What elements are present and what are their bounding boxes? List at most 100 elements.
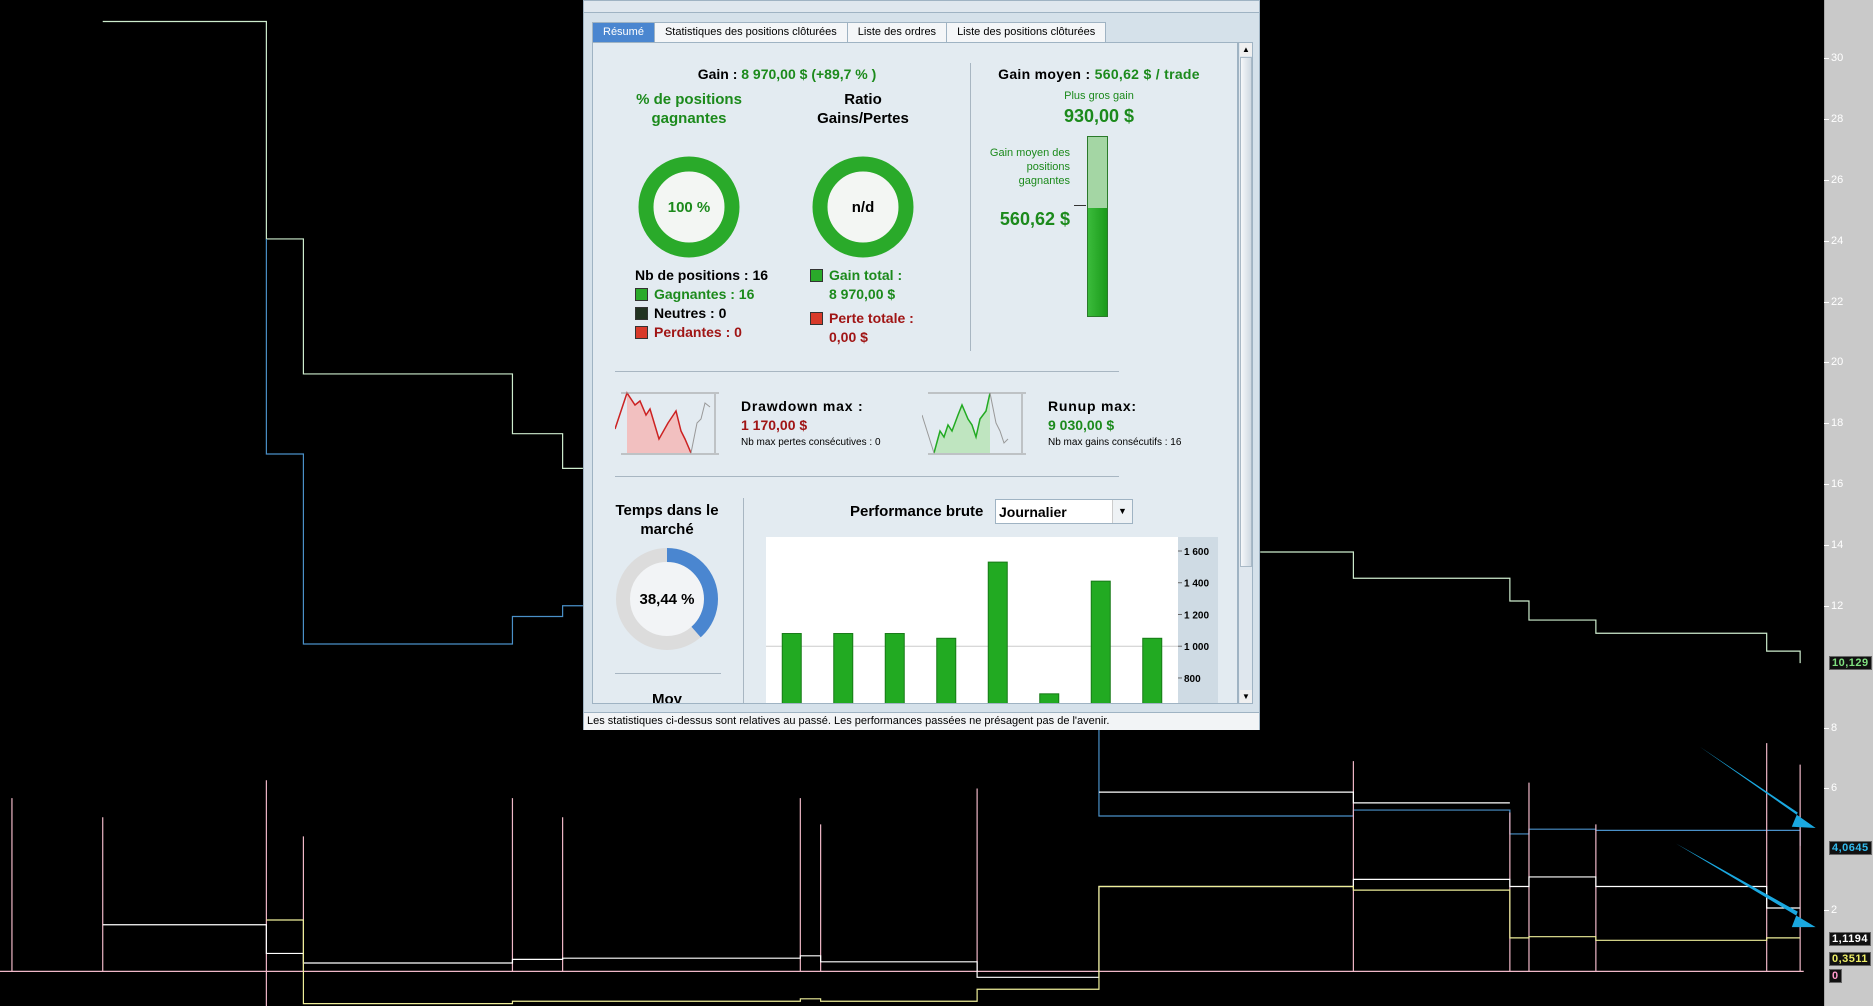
positions-losing: Perdantes : 0 <box>635 323 768 342</box>
price-tick: 6 <box>1823 782 1838 795</box>
price-tick: 2 <box>1823 904 1838 917</box>
avg-gain-bar-fill <box>1088 208 1107 316</box>
gain-summary: Gain : 8 970,00 $ (+89,7 % ) <box>698 66 877 82</box>
price-tick: 12 <box>1823 599 1844 612</box>
win-pct-title: % de positions gagnantes <box>636 91 742 127</box>
y-tick-label: 1 400 <box>1184 579 1209 590</box>
green-square-icon <box>635 288 648 301</box>
avg-gain: Gain moyen : 560,62 $ / trade <box>998 66 1200 82</box>
totals: Gain total : 8 970,00 $ Perte totale : 0… <box>810 266 914 347</box>
divider <box>615 673 721 674</box>
biggest-gain-value: 930,00 $ <box>1063 106 1135 126</box>
price-axis[interactable]: 30 28 26 24 22 20 18 16 14 12 8 6 2 10,129 4,0645 1,119… <box>1823 0 1873 1006</box>
bar <box>884 633 905 703</box>
tab-resume[interactable]: Résumé <box>592 22 655 42</box>
tab-bar: Résumé Statistiques des positions clôtur… <box>592 22 1107 42</box>
divider <box>743 498 744 703</box>
price-tick: 22 <box>1823 295 1844 308</box>
scroll-down-icon[interactable]: ▼ <box>1240 690 1252 703</box>
series-white-2 <box>1098 791 1510 804</box>
price-badge: 0,3511 <box>1829 952 1872 966</box>
y-tick-label: 800 <box>1184 674 1201 685</box>
ratio-donut <box>812 156 914 258</box>
plot-area <box>766 537 1178 703</box>
gain-label: Gain : <box>697 66 738 82</box>
y-tick-label: 1 000 <box>1184 642 1209 653</box>
positions-breakdown: Nb de positions : 16 Gagnantes : 16 Neut… <box>635 266 768 342</box>
drawdown-sub: Nb max pertes consécutives : 0 <box>741 437 881 448</box>
price-tick: 30 <box>1823 52 1844 65</box>
scrollbar-thumb[interactable] <box>1240 57 1252 567</box>
price-tick: 16 <box>1823 478 1844 491</box>
disclaimer-status: Les statistiques ci-dessus sont relative… <box>584 712 1259 730</box>
positions-winning: Gagnantes : 16 <box>635 285 768 304</box>
price-tick: 14 <box>1823 538 1844 551</box>
summary-panel: Gain : 8 970,00 $ (+89,7 % ) % de positi… <box>592 42 1238 704</box>
ratio-value: n/d <box>851 199 875 216</box>
divider <box>615 476 1119 477</box>
green-square-icon <box>810 269 823 282</box>
period-select[interactable]: Journalier ▼ <box>995 499 1133 524</box>
divider <box>615 371 1119 372</box>
gain-total-value: 8 970,00 $ <box>829 286 896 302</box>
gain-value: 8 970,00 $ (+89,7 % ) <box>741 66 877 82</box>
volume-lines <box>11 743 1801 1006</box>
price-tick: 8 <box>1823 721 1838 734</box>
loss-total-label: Perte totale : <box>829 310 914 326</box>
statistics-dialog: Résumé Statistiques des positions clôtur… <box>583 0 1260 730</box>
bar <box>1039 693 1060 703</box>
avg-win-value: 560,62 $ <box>999 209 1070 229</box>
price-tick: 26 <box>1823 173 1844 186</box>
time-in-market-title: Temps dans le marché <box>615 502 719 538</box>
price-badge: 0 <box>1829 969 1842 983</box>
time-in-market-value: 38,44 % <box>639 591 695 608</box>
win-pct-value: 100 % <box>667 199 711 216</box>
tab-closed-positions[interactable]: Liste des positions clôturées <box>946 22 1107 42</box>
series-light-green <box>102 20 583 469</box>
runup-value: 9 030,00 $ <box>1048 417 1115 433</box>
chevron-down-icon[interactable]: ▼ <box>1112 500 1132 523</box>
price-tick: 18 <box>1823 417 1844 430</box>
win-pct-donut <box>638 156 740 258</box>
runup-sparkline <box>922 392 1026 455</box>
y-tick-label: 1 200 <box>1184 610 1209 621</box>
series-blue-right <box>1098 730 1801 846</box>
price-tick: 24 <box>1823 234 1844 247</box>
tab-orders[interactable]: Liste des ordres <box>846 22 948 42</box>
runup-label: Runup max: <box>1048 398 1137 414</box>
bar <box>1142 637 1163 703</box>
black-square-icon <box>635 307 648 320</box>
divider <box>970 63 971 351</box>
y-axis-area <box>1178 537 1218 703</box>
price-badge: 1,1194 <box>1829 932 1872 946</box>
positions-total: Nb de positions : 16 <box>635 267 769 283</box>
drawdown-sparkline <box>615 391 719 455</box>
biggest-gain-label: Plus gros gain <box>1064 90 1134 102</box>
next-section-label: Moy <box>652 691 682 704</box>
dialog-header <box>584 1 1259 13</box>
price-badge: 4,0645 <box>1829 841 1872 855</box>
vertical-scrollbar[interactable]: ▲ ▼ <box>1238 42 1253 704</box>
bar <box>833 633 854 703</box>
price-tick: 20 <box>1823 356 1844 369</box>
scroll-up-icon[interactable]: ▲ <box>1240 43 1252 56</box>
red-square-icon <box>810 312 823 325</box>
arrow-right-icon <box>1074 205 1086 206</box>
avg-win-label: Gain moyen des positions gagnantes <box>989 147 1070 187</box>
ratio-title: Ratio Gains/Pertes <box>817 91 909 127</box>
drawdown-label: Drawdown max : <box>741 398 864 414</box>
arrow-icon <box>1675 843 1816 928</box>
bar <box>987 561 1008 703</box>
series-blue <box>265 238 583 645</box>
runup-sub: Nb max gains consécutifs : 16 <box>1048 437 1182 448</box>
series-white <box>102 876 1801 978</box>
performance-label: Performance brute <box>850 503 984 520</box>
tab-closed-stats[interactable]: Statistiques des positions clôturées <box>653 22 848 42</box>
performance-chart: 1 600 1 400 1 200 1 000 800 <box>766 537 1218 703</box>
positions-neutral: Neutres : 0 <box>635 304 768 323</box>
period-value: Journalier <box>999 504 1067 520</box>
bar <box>1090 580 1111 703</box>
bar <box>781 633 802 703</box>
drawdown-value: 1 170,00 $ <box>741 417 808 433</box>
